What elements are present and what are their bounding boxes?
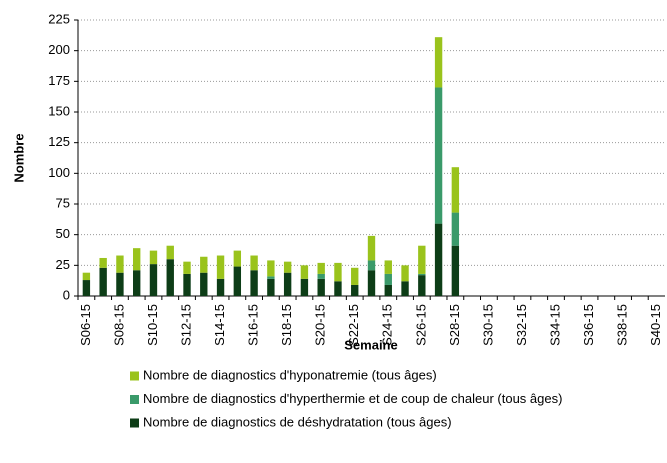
bar-segment [317, 273, 325, 279]
bar-segment [434, 37, 443, 88]
bar-segment [418, 275, 426, 296]
bar-segment [183, 261, 191, 274]
x-tick-label: S36-15 [581, 304, 596, 346]
bar-segment [267, 260, 275, 277]
bar-segment [233, 266, 242, 296]
bar-segment [317, 278, 325, 296]
legend-swatch [130, 418, 139, 428]
x-tick-label: S26-15 [413, 304, 428, 346]
y-axis-title: Nombre [11, 133, 26, 182]
x-tick-label: S06-15 [78, 304, 93, 346]
bar-segment [99, 267, 107, 296]
y-tick-label: 150 [48, 103, 70, 118]
bar-segment [267, 276, 275, 279]
x-tick-label: S18-15 [279, 304, 294, 346]
bar-segment [300, 278, 309, 296]
x-tick-label: S20-15 [313, 304, 328, 346]
bar-segment [166, 259, 174, 296]
x-tick-label: S38-15 [615, 304, 630, 346]
x-tick-label: S22-15 [346, 304, 361, 346]
bar-segment [250, 270, 258, 296]
bar-segment [384, 284, 392, 296]
x-tick-label: S16-15 [246, 304, 261, 346]
y-tick-label: 50 [56, 226, 70, 241]
bar-segment [200, 256, 208, 273]
bar-segment [367, 235, 376, 261]
bar-segment [149, 250, 158, 265]
bar-segment [183, 273, 191, 296]
bar-segment [351, 284, 359, 296]
bar-segment [216, 278, 225, 296]
x-tick-label: S10-15 [145, 304, 160, 346]
bar-segment [384, 260, 392, 274]
bar-segment [418, 245, 426, 274]
x-tick-label: S40-15 [648, 304, 663, 346]
legend-swatch [130, 371, 139, 381]
bar-segment [334, 262, 342, 282]
legend-label: Nombre de diagnostics d'hyponatremie (to… [143, 367, 437, 382]
y-tick-label: 75 [56, 195, 70, 210]
bar-segment [451, 212, 460, 246]
bar-segment [351, 267, 359, 285]
bar-segment [451, 245, 460, 296]
bar-segment [451, 167, 460, 213]
bar-segment [116, 272, 124, 296]
x-tick-label: S30-15 [480, 304, 495, 346]
bar-segment [401, 281, 409, 296]
bar-segment [418, 273, 426, 276]
x-tick-label: S14-15 [212, 304, 227, 346]
y-tick-label: 0 [63, 287, 70, 302]
bar-segment [283, 272, 292, 296]
bar-segment [267, 278, 275, 296]
x-tick-label: S28-15 [447, 304, 462, 346]
bar-segment [384, 273, 392, 285]
y-tick-label: 25 [56, 257, 70, 272]
bar-segment [133, 248, 141, 271]
bar-segment [200, 272, 208, 296]
x-axis-title: Semaine [344, 337, 397, 352]
x-tick-label: S24-15 [380, 304, 395, 346]
bar-segment [434, 87, 443, 224]
bar-segment [367, 270, 376, 296]
y-tick-label: 225 [48, 11, 70, 26]
bar-segment [99, 257, 107, 268]
bar-segment [317, 262, 325, 274]
x-tick-label: S34-15 [547, 304, 562, 346]
bar-segment [166, 245, 174, 260]
y-tick-label: 125 [48, 134, 70, 149]
y-tick-label: 175 [48, 73, 70, 88]
bar-segment [283, 261, 292, 273]
bar-segment [82, 272, 91, 281]
bar-segment [250, 255, 258, 271]
bar-segment [133, 270, 141, 296]
x-tick-label: S12-15 [178, 304, 193, 346]
y-tick-label: 100 [48, 165, 70, 180]
bar-segment [367, 260, 376, 271]
y-tick-label: 200 [48, 42, 70, 57]
x-tick-label: S32-15 [514, 304, 529, 346]
legend-label: Nombre de diagnostics de déshydratation … [143, 414, 452, 429]
legend-swatch [130, 395, 139, 404]
bar-segment [116, 255, 124, 273]
bar-segment [149, 264, 158, 296]
bar-segment [233, 250, 242, 267]
x-tick-label: S08-15 [111, 304, 126, 346]
legend-label: Nombre de diagnostics d'hyperthermie et … [143, 391, 562, 406]
bar-segment [401, 265, 409, 282]
bar-segment [216, 255, 225, 279]
bar-segment [82, 280, 91, 296]
bar-segment [300, 265, 309, 279]
bar-segment [434, 223, 443, 296]
bar-segment [334, 281, 342, 296]
